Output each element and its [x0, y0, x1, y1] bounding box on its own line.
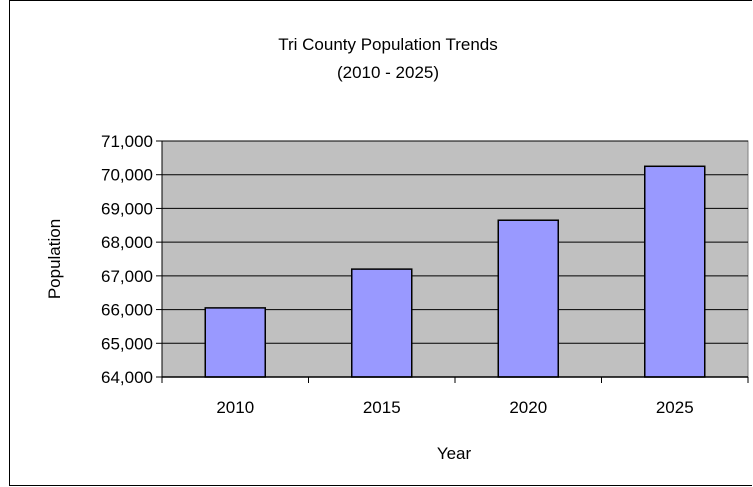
bar-2020 [497, 219, 559, 378]
y-tick-label: 71,000 [101, 132, 153, 151]
y-tick-label: 68,000 [101, 233, 153, 252]
bars [204, 165, 706, 378]
x-tick-label: 2010 [216, 398, 254, 417]
y-tick-label: 70,000 [101, 166, 153, 185]
y-tick-label: 64,000 [101, 368, 153, 387]
chart-subtitle: (2010 - 2025) [337, 63, 439, 82]
y-axis-label: Population [45, 219, 64, 299]
bar-2025 [644, 165, 706, 378]
x-tick-label: 2015 [363, 398, 401, 417]
y-tick-label: 65,000 [101, 334, 153, 353]
y-tick-label: 69,000 [101, 199, 153, 218]
bar-2010 [204, 307, 266, 378]
x-axis-label: Year [437, 444, 472, 463]
y-tick-label: 66,000 [101, 301, 153, 320]
y-tick-label: 67,000 [101, 267, 153, 286]
x-axis: 2010 2015 2020 2025 [161, 376, 749, 417]
chart-title: Tri County Population Trends [278, 35, 498, 54]
y-axis: 64,000 65,000 66,000 67,000 68,000 69,000 70,0… [101, 132, 163, 387]
x-tick-label: 2020 [509, 398, 547, 417]
bar-2015 [351, 268, 413, 378]
x-tick-label: 2025 [656, 398, 694, 417]
